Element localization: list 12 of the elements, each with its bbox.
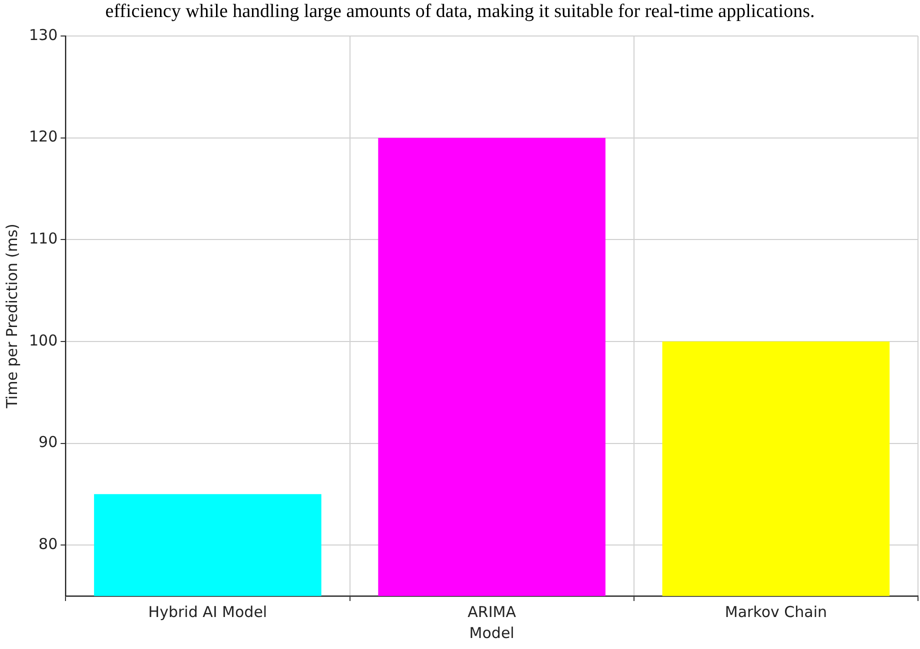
- y-tick-label: 80: [38, 534, 58, 553]
- y-tick-label: 120: [28, 128, 58, 146]
- x-tick-label: ARIMA: [468, 602, 517, 621]
- y-tick-label: 100: [28, 331, 58, 350]
- chart-title: efficiency while handling large amounts of data, making it suitable for real-time applications.: [104, 0, 816, 24]
- x-tick-label: Markov Chain: [724, 602, 827, 621]
- y-tick-label: 110: [28, 230, 58, 248]
- x-axis-title: Model: [469, 624, 514, 642]
- y-tick-label: 90: [38, 433, 58, 452]
- y-tick-label: 130: [28, 26, 58, 44]
- x-tick-label: Hybrid AI Model: [148, 602, 268, 621]
- y-axis-title: Time per Prediction (ms): [2, 224, 21, 410]
